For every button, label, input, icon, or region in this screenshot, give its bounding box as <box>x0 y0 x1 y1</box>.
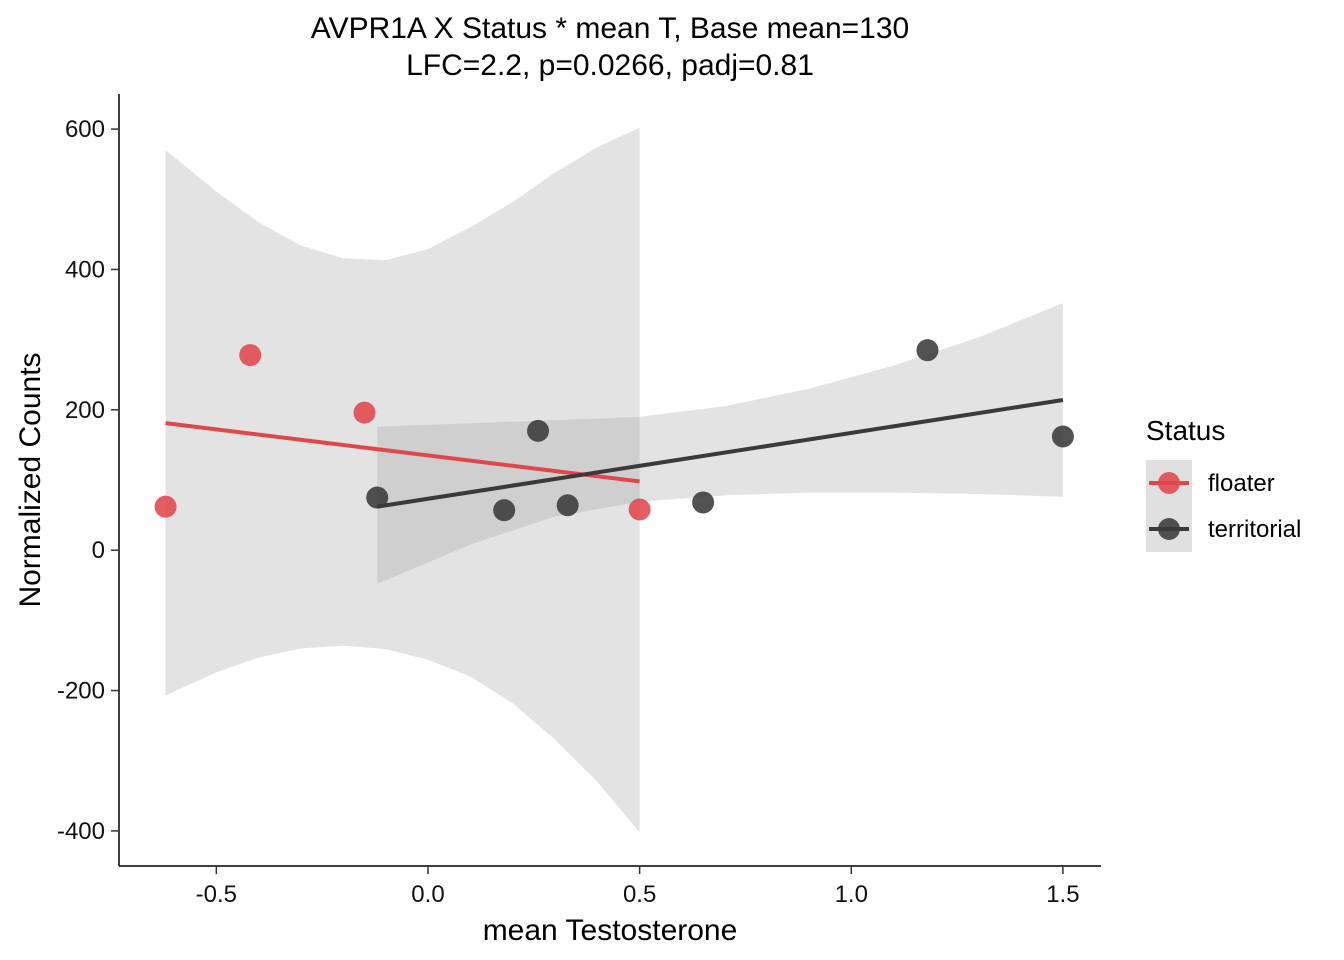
ci-band-territorial <box>377 303 1063 584</box>
y-axis-ticks: -400 -200 0 200 400 600 <box>57 116 119 845</box>
point-floater-4 <box>628 498 651 521</box>
x-tick-label: 0.5 <box>623 881 656 908</box>
point-territorial-7 <box>1051 425 1074 448</box>
point-territorial-6 <box>916 339 939 362</box>
y-tick-label: 600 <box>65 116 105 143</box>
point-territorial-4 <box>556 494 579 517</box>
y-tick-label: -400 <box>57 818 105 845</box>
legend-key-point-floater <box>1158 472 1180 494</box>
legend-key-point-territorial <box>1158 518 1180 540</box>
legend: Status floater territorial <box>1146 415 1301 552</box>
x-tick-label: 0.0 <box>411 881 444 908</box>
ci-band-floater <box>165 127 640 833</box>
y-tick-label: 200 <box>65 397 105 424</box>
point-territorial-3 <box>527 419 550 442</box>
chart-subtitle: LFC=2.2, p=0.0266, padj=0.81 <box>406 49 814 82</box>
y-tick-label: 0 <box>92 537 105 564</box>
y-tick-label: 400 <box>65 256 105 283</box>
legend-keys: floater territorial <box>1146 460 1301 552</box>
y-axis-title: Normalized Counts <box>14 352 47 607</box>
data-points <box>154 339 1074 522</box>
fit-lines <box>165 398 1064 509</box>
fit-line-floater <box>165 421 640 484</box>
fit-line-territorial <box>376 398 1064 509</box>
legend-label-floater: floater <box>1208 470 1275 497</box>
x-tick-label: 1.5 <box>1046 881 1079 908</box>
point-territorial-1 <box>366 486 389 509</box>
y-tick-label: -200 <box>57 678 105 705</box>
point-floater-3 <box>353 401 376 424</box>
point-territorial-2 <box>493 499 516 522</box>
x-axis-title: mean Testosterone <box>483 914 738 947</box>
x-tick-label: -0.5 <box>196 881 237 908</box>
legend-title: Status <box>1146 415 1225 446</box>
point-floater-1 <box>154 495 177 518</box>
point-floater-2 <box>239 344 262 367</box>
legend-label-territorial: territorial <box>1208 516 1301 543</box>
x-axis-ticks: -0.5 0.0 0.5 1.0 1.5 <box>196 866 1080 908</box>
point-territorial-5 <box>692 491 715 514</box>
chart-title: AVPR1A X Status * mean T, Base mean=130 <box>311 12 909 45</box>
confidence-ribbons <box>165 127 1063 833</box>
x-tick-label: 1.0 <box>835 881 868 908</box>
